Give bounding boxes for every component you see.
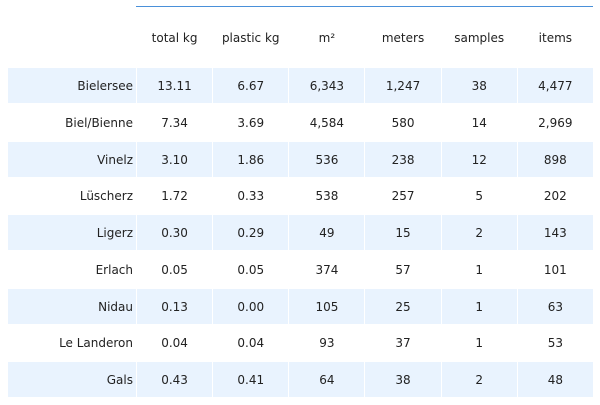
column-header-items: items (516, 7, 593, 67)
table-row: Lüscherz 1.72 0.33 538 257 5 202 (8, 178, 593, 213)
cell-samples: 1 (440, 289, 517, 324)
column-header-plastic-kg: plastic kg (212, 7, 288, 67)
cell-total-kg: 0.05 (136, 252, 212, 287)
cell-meters: 15 (364, 215, 440, 250)
cell-samples: 38 (440, 68, 517, 103)
row-label: Gals (106, 372, 133, 387)
cell-items: 48 (516, 362, 593, 397)
table-row: Ligerz 0.30 0.29 49 15 2 143 (8, 215, 593, 250)
cell-area: 374 (288, 252, 364, 287)
cell-total-kg: 13.11 (136, 68, 212, 103)
table-row: Le Landeron 0.04 0.04 93 37 1 53 (8, 325, 593, 360)
table-row: Gals 0.43 0.41 64 38 2 48 (8, 362, 593, 397)
column-header-total-kg: total kg (136, 7, 212, 67)
cell-area: 538 (288, 178, 364, 213)
cell-samples: 1 (440, 325, 517, 360)
row-label: Ligerz (96, 225, 133, 240)
cell-area: 536 (288, 142, 364, 177)
cell-plastic-kg: 0.33 (212, 178, 288, 213)
cell-samples: 2 (440, 362, 517, 397)
cell-meters: 1,247 (364, 68, 440, 103)
cell-total-kg: 3.10 (136, 142, 212, 177)
table-header: total kg plastic kg m² meters samples it… (8, 7, 593, 67)
cell-meters: 238 (364, 142, 440, 177)
table-row: Nidau 0.13 0.00 105 25 1 63 (8, 289, 593, 324)
cell-plastic-kg: 3.69 (212, 105, 288, 140)
column-header-samples: samples (440, 7, 517, 67)
cell-items: 898 (516, 142, 593, 177)
cell-plastic-kg: 0.05 (212, 252, 288, 287)
row-label: Vinelz (97, 152, 133, 167)
cell-total-kg: 0.13 (136, 289, 212, 324)
column-header-meters: meters (364, 7, 440, 67)
cell-area: 105 (288, 289, 364, 324)
cell-samples: 2 (440, 215, 517, 250)
cell-items: 202 (516, 178, 593, 213)
row-label: Biel/Bienne (65, 115, 133, 130)
cell-items: 2,969 (516, 105, 593, 140)
row-label: Le Landeron (59, 335, 133, 350)
cell-samples: 5 (440, 178, 517, 213)
cell-area: 6,343 (288, 68, 364, 103)
cell-samples: 12 (440, 142, 517, 177)
cell-total-kg: 0.30 (136, 215, 212, 250)
cell-total-kg: 1.72 (136, 178, 212, 213)
table-row: Biel/Bienne 7.34 3.69 4,584 580 14 2,969 (8, 105, 593, 140)
row-label: Bielersee (77, 78, 133, 93)
table-row: Vinelz 3.10 1.86 536 238 12 898 (8, 142, 593, 177)
cell-plastic-kg: 0.00 (212, 289, 288, 324)
cell-plastic-kg: 0.29 (212, 215, 288, 250)
cell-items: 4,477 (516, 68, 593, 103)
cell-meters: 580 (364, 105, 440, 140)
cell-plastic-kg: 0.41 (212, 362, 288, 397)
header-corner (8, 7, 136, 67)
cell-samples: 1 (440, 252, 517, 287)
cell-meters: 37 (364, 325, 440, 360)
header-top-rule (136, 6, 593, 7)
cell-total-kg: 0.04 (136, 325, 212, 360)
row-label: Lüscherz (79, 188, 133, 203)
cell-area: 64 (288, 362, 364, 397)
column-header-area: m² (288, 7, 364, 67)
cell-meters: 38 (364, 362, 440, 397)
table-row: Bielersee 13.11 6.67 6,343 1,247 38 4,47… (8, 68, 593, 103)
cell-total-kg: 0.43 (136, 362, 212, 397)
cell-plastic-kg: 6.67 (212, 68, 288, 103)
cell-meters: 25 (364, 289, 440, 324)
cell-items: 63 (516, 289, 593, 324)
table-row: Erlach 0.05 0.05 374 57 1 101 (8, 252, 593, 287)
row-label: Erlach (95, 262, 133, 277)
cell-area: 49 (288, 215, 364, 250)
cell-items: 53 (516, 325, 593, 360)
cell-samples: 14 (440, 105, 517, 140)
cell-area: 93 (288, 325, 364, 360)
row-label: Nidau (98, 299, 133, 314)
cell-area: 4,584 (288, 105, 364, 140)
cell-items: 101 (516, 252, 593, 287)
cell-meters: 57 (364, 252, 440, 287)
cell-items: 143 (516, 215, 593, 250)
cell-plastic-kg: 1.86 (212, 142, 288, 177)
cell-meters: 257 (364, 178, 440, 213)
cell-total-kg: 7.34 (136, 105, 212, 140)
cell-plastic-kg: 0.04 (212, 325, 288, 360)
